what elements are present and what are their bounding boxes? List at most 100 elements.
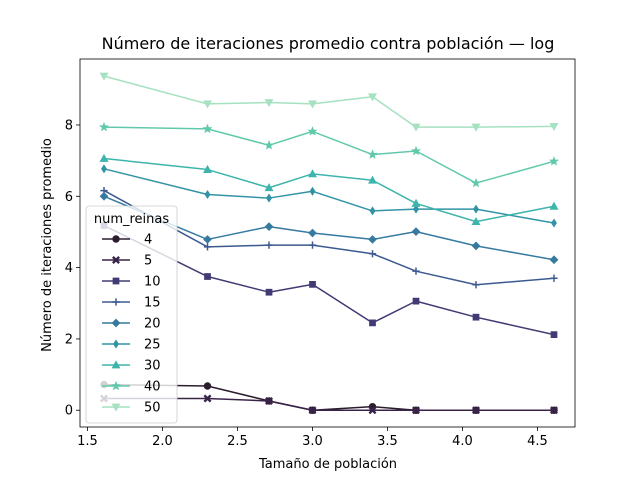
data-point-30-1: [203, 164, 212, 173]
y-tick-label-4: 8: [65, 118, 73, 133]
data-point-50-1: [203, 100, 212, 109]
data-point-25-7: [551, 218, 557, 228]
y-tick-label-0: 0: [65, 404, 73, 419]
data-point-20-1: [203, 235, 212, 244]
series-line-25: [103, 168, 555, 224]
data-point-20-5: [411, 227, 421, 236]
data-point-30-7: [549, 201, 559, 210]
series-line-30: [103, 157, 555, 223]
legend-label-4: 4: [144, 233, 152, 248]
data-point-50-7: [549, 122, 559, 132]
x-tick-label-3: 3.0: [302, 434, 323, 449]
plot-frame: [79, 58, 576, 428]
series-5: [100, 394, 558, 415]
y-tick-label-2: 4: [65, 261, 73, 276]
data-point-15-3: [308, 241, 317, 249]
data-point-25-5: [413, 204, 419, 214]
data-point-25-1: [204, 189, 211, 200]
data-point-20-4: [368, 235, 377, 244]
data-point-40-4: [367, 149, 378, 159]
data-point-25-6: [473, 204, 479, 214]
legend-entry-10: 10: [102, 275, 161, 290]
x-tick-label-6: 4.5: [527, 434, 548, 449]
data-point-40-0: [98, 121, 110, 132]
data-point-10-2: [265, 288, 273, 296]
data-point-5-2: [265, 396, 273, 405]
data-point-10-4: [369, 319, 376, 327]
data-point-20-2: [264, 222, 274, 231]
legend-entry-50: 50: [102, 401, 161, 416]
legend-entry-40: 40: [102, 380, 161, 395]
plot-area: [98, 72, 560, 415]
legend-label-15: 15: [144, 296, 161, 311]
legend-label-30: 30: [144, 359, 161, 374]
legend-marker-15: [112, 298, 120, 306]
series-15: [100, 186, 558, 289]
legend-marker-40: [110, 380, 122, 391]
legend-entry-30: 30: [102, 359, 161, 374]
data-point-5-6: [472, 406, 480, 415]
legend-entry-15: 15: [102, 296, 161, 311]
legend-label-40: 40: [144, 380, 161, 395]
legend-label-5: 5: [144, 254, 152, 269]
data-point-10-3: [309, 280, 316, 288]
y-tick-label-1: 2: [65, 332, 73, 347]
series-40: [98, 121, 560, 188]
legend-marker-10: [112, 277, 120, 285]
x-tick-label-4: 3.5: [377, 434, 398, 449]
legend: num_reinas 4 5 10 15 20 25 30 40 50: [85, 205, 178, 424]
data-point-50-5: [411, 123, 421, 132]
legend-label-50: 50: [144, 401, 161, 416]
data-point-30-3: [308, 169, 317, 178]
data-point-4-1: [203, 382, 212, 390]
data-point-30-2: [264, 183, 274, 192]
data-point-40-7: [548, 156, 560, 166]
series-20: [99, 191, 559, 265]
legend-marker-20: [111, 318, 121, 328]
series-line-40: [103, 126, 555, 184]
legend-box: [85, 205, 178, 424]
legend-entry-4: 4: [102, 233, 152, 248]
data-point-50-0: [99, 72, 109, 81]
data-point-15-1: [203, 243, 212, 251]
data-point-50-3: [308, 100, 317, 109]
legend-label-25: 25: [144, 338, 161, 353]
data-point-15-2: [265, 241, 273, 249]
data-point-40-2: [263, 140, 275, 150]
y-axis-title: Número de iteraciones promedio: [40, 138, 55, 352]
data-point-5-5: [412, 406, 420, 415]
data-point-20-0: [99, 191, 109, 201]
legend-label-10: 10: [144, 275, 161, 290]
series-line-20: [103, 195, 555, 261]
y-tick-label-3: 6: [65, 190, 73, 205]
series-line-10: [103, 224, 555, 336]
data-point-20-6: [471, 241, 481, 251]
data-point-50-6: [471, 123, 481, 132]
data-point-10-1: [204, 273, 211, 280]
data-point-15-5: [412, 267, 420, 275]
axes: 1.5 2.0 2.5 3.0 3.5 4.0 4.5 0 2 4 6 8: [65, 58, 576, 449]
data-point-15-7: [550, 274, 558, 282]
x-tick-label-0: 1.5: [77, 434, 98, 449]
data-point-20-7: [549, 255, 559, 265]
data-point-30-5: [411, 198, 421, 207]
legend-marker-5: [112, 256, 120, 264]
data-point-5-7: [550, 406, 558, 415]
data-point-15-4: [368, 250, 377, 258]
data-point-25-0: [101, 164, 107, 174]
series-30: [99, 153, 559, 226]
data-point-5-3: [308, 406, 317, 415]
legend-entry-5: 5: [102, 254, 152, 269]
legend-marker-50: [111, 403, 121, 412]
data-point-15-6: [472, 281, 480, 289]
data-point-25-4: [369, 206, 376, 216]
data-point-10-6: [472, 313, 480, 321]
data-point-40-3: [307, 126, 318, 136]
legend-entry-25: 25: [102, 338, 161, 353]
x-tick-label-1: 2.0: [152, 434, 173, 449]
legend-entry-20: 20: [102, 317, 161, 332]
data-point-40-5: [410, 145, 422, 156]
data-point-40-1: [202, 123, 213, 134]
data-point-10-5: [412, 297, 420, 305]
